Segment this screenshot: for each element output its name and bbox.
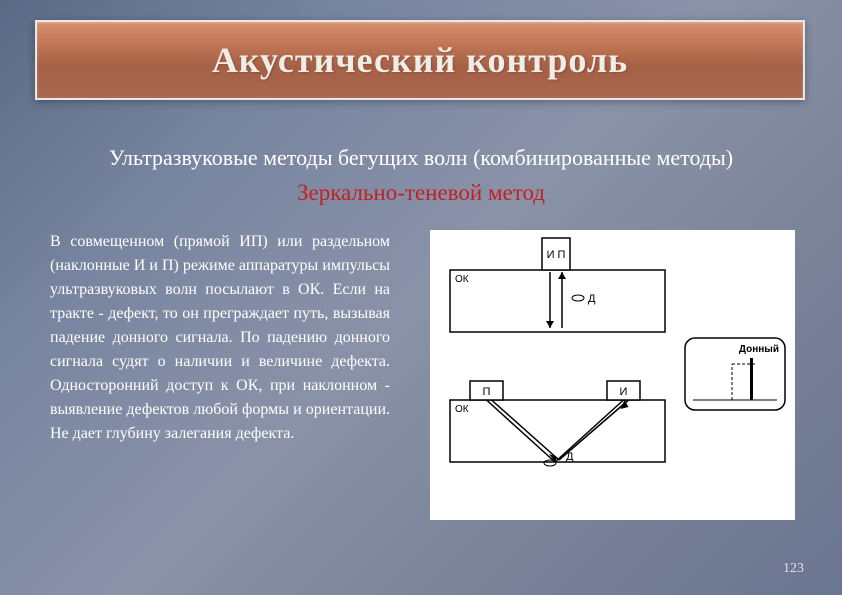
subtitle-methods: Ультразвуковые методы бегущих волн (комб… (0, 145, 842, 171)
diagram-container: ОК И П Д ОК П И Д Донный (430, 230, 795, 520)
svg-text:Д: Д (588, 293, 596, 305)
svg-text:П: П (483, 386, 491, 398)
subtitle-method-name: Зеркально-теневой метод (0, 180, 842, 206)
svg-text:И П: И П (547, 249, 566, 261)
title-panel: Акустический контроль (35, 20, 805, 100)
svg-text:ОК: ОК (455, 404, 469, 415)
svg-text:ОК: ОК (455, 274, 469, 285)
diagram-svg: ОК И П Д ОК П И Д Донный (430, 230, 795, 520)
svg-text:Д: Д (566, 451, 574, 463)
slide-title: Акустический контроль (212, 39, 628, 81)
svg-text:Донный: Донный (739, 344, 779, 355)
page-number: 123 (783, 561, 804, 577)
body-paragraph: В совмещенном (прямой ИП) или раздельном… (50, 230, 390, 446)
svg-text:И: И (620, 386, 628, 398)
